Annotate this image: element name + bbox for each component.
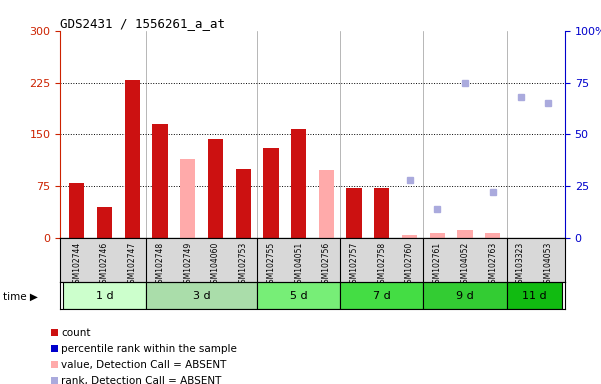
Bar xyxy=(257,282,340,309)
Bar xyxy=(263,148,278,238)
Bar xyxy=(430,233,445,238)
Bar xyxy=(236,169,251,238)
Bar xyxy=(146,282,257,309)
Text: GSM104053: GSM104053 xyxy=(544,242,553,288)
Text: GSM102749: GSM102749 xyxy=(183,242,192,288)
Text: GSM102760: GSM102760 xyxy=(405,242,414,288)
Text: GSM102755: GSM102755 xyxy=(266,242,275,288)
Bar xyxy=(51,345,58,352)
Bar xyxy=(402,235,417,238)
Text: 1 d: 1 d xyxy=(96,291,114,301)
Text: GSM104051: GSM104051 xyxy=(294,242,303,288)
Text: 7 d: 7 d xyxy=(373,291,391,301)
Text: percentile rank within the sample: percentile rank within the sample xyxy=(61,344,237,354)
Bar xyxy=(319,170,334,238)
Text: GDS2431 / 1556261_a_at: GDS2431 / 1556261_a_at xyxy=(60,17,225,30)
Bar xyxy=(485,233,501,238)
Bar xyxy=(347,188,362,238)
Bar xyxy=(51,377,58,384)
Text: GSM102756: GSM102756 xyxy=(322,242,331,288)
Text: 3 d: 3 d xyxy=(193,291,210,301)
Text: GSM102763: GSM102763 xyxy=(489,242,497,288)
Bar xyxy=(374,188,389,238)
Text: GSM102747: GSM102747 xyxy=(128,242,136,288)
Bar xyxy=(340,282,424,309)
Bar xyxy=(124,81,140,238)
Text: GSM102757: GSM102757 xyxy=(350,242,359,288)
Text: 5 d: 5 d xyxy=(290,291,308,301)
Bar xyxy=(424,282,507,309)
Bar xyxy=(97,207,112,238)
Bar xyxy=(152,124,168,238)
Text: GSM102761: GSM102761 xyxy=(433,242,442,288)
Bar xyxy=(51,361,58,368)
Bar xyxy=(507,282,562,309)
Bar xyxy=(457,230,473,238)
Text: count: count xyxy=(61,328,91,338)
Text: GSM102744: GSM102744 xyxy=(72,242,81,288)
Text: GSM102758: GSM102758 xyxy=(377,242,386,288)
Text: 11 d: 11 d xyxy=(522,291,547,301)
Bar xyxy=(208,139,223,238)
Bar xyxy=(63,282,146,309)
Text: GSM102753: GSM102753 xyxy=(239,242,248,288)
Text: rank, Detection Call = ABSENT: rank, Detection Call = ABSENT xyxy=(61,376,222,384)
Text: GSM102748: GSM102748 xyxy=(156,242,165,288)
Text: value, Detection Call = ABSENT: value, Detection Call = ABSENT xyxy=(61,360,227,370)
Text: 9 d: 9 d xyxy=(456,291,474,301)
Text: time ▶: time ▶ xyxy=(3,291,38,301)
Bar xyxy=(291,129,307,238)
Bar xyxy=(69,183,84,238)
Text: GSM103323: GSM103323 xyxy=(516,242,525,288)
Text: GSM104060: GSM104060 xyxy=(211,242,220,288)
Bar xyxy=(51,329,58,336)
Text: GSM104052: GSM104052 xyxy=(460,242,469,288)
Text: GSM102746: GSM102746 xyxy=(100,242,109,288)
Bar xyxy=(180,159,195,238)
